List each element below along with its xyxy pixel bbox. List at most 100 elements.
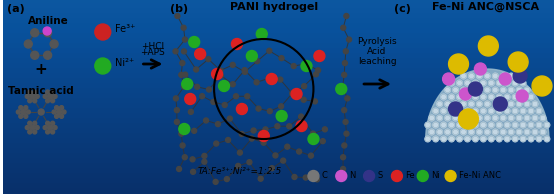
Circle shape bbox=[194, 84, 199, 89]
Circle shape bbox=[273, 153, 278, 158]
Circle shape bbox=[308, 171, 319, 182]
Circle shape bbox=[235, 163, 240, 168]
Circle shape bbox=[263, 127, 268, 132]
Circle shape bbox=[441, 122, 447, 128]
Circle shape bbox=[529, 122, 534, 128]
Circle shape bbox=[520, 122, 526, 128]
Circle shape bbox=[190, 157, 195, 162]
Circle shape bbox=[225, 138, 230, 142]
Circle shape bbox=[35, 94, 39, 98]
Circle shape bbox=[449, 54, 469, 74]
Circle shape bbox=[516, 101, 522, 107]
Circle shape bbox=[524, 87, 530, 93]
Circle shape bbox=[301, 84, 306, 89]
Circle shape bbox=[496, 136, 502, 142]
Circle shape bbox=[268, 109, 273, 114]
Text: N: N bbox=[349, 171, 356, 180]
Circle shape bbox=[500, 101, 506, 107]
Circle shape bbox=[301, 61, 312, 72]
Circle shape bbox=[344, 14, 349, 18]
Text: leaching: leaching bbox=[358, 57, 396, 66]
Circle shape bbox=[469, 87, 474, 93]
Circle shape bbox=[493, 73, 498, 79]
Circle shape bbox=[173, 49, 178, 54]
Circle shape bbox=[290, 91, 295, 96]
Circle shape bbox=[212, 68, 223, 80]
Circle shape bbox=[433, 136, 438, 142]
Circle shape bbox=[473, 136, 478, 142]
Circle shape bbox=[489, 108, 494, 114]
Circle shape bbox=[341, 155, 346, 160]
Circle shape bbox=[529, 108, 534, 114]
Circle shape bbox=[485, 115, 490, 121]
Circle shape bbox=[33, 121, 37, 125]
Circle shape bbox=[459, 109, 479, 129]
Circle shape bbox=[314, 50, 325, 61]
Circle shape bbox=[182, 155, 187, 160]
Circle shape bbox=[203, 118, 208, 123]
Circle shape bbox=[279, 104, 284, 109]
Circle shape bbox=[513, 69, 527, 83]
Circle shape bbox=[489, 136, 494, 142]
Circle shape bbox=[194, 67, 199, 72]
Circle shape bbox=[52, 110, 56, 114]
Circle shape bbox=[512, 108, 518, 114]
Circle shape bbox=[343, 120, 348, 124]
Circle shape bbox=[304, 61, 309, 66]
Circle shape bbox=[425, 136, 430, 142]
Circle shape bbox=[320, 139, 325, 144]
Circle shape bbox=[342, 61, 347, 66]
Circle shape bbox=[254, 80, 259, 85]
Circle shape bbox=[28, 90, 32, 94]
Circle shape bbox=[43, 94, 47, 98]
Circle shape bbox=[60, 114, 64, 118]
Circle shape bbox=[16, 110, 20, 114]
Circle shape bbox=[45, 90, 50, 94]
Circle shape bbox=[496, 108, 502, 114]
Circle shape bbox=[449, 102, 463, 116]
Circle shape bbox=[261, 140, 266, 145]
Circle shape bbox=[24, 40, 32, 48]
Text: Pyrolysis: Pyrolysis bbox=[357, 37, 397, 46]
Circle shape bbox=[258, 176, 263, 181]
Circle shape bbox=[516, 90, 528, 102]
Circle shape bbox=[247, 160, 252, 165]
Circle shape bbox=[516, 129, 522, 135]
Circle shape bbox=[173, 96, 178, 101]
Circle shape bbox=[230, 82, 235, 87]
Circle shape bbox=[445, 101, 450, 107]
Circle shape bbox=[245, 94, 250, 99]
Circle shape bbox=[500, 129, 506, 135]
Circle shape bbox=[266, 76, 271, 81]
Circle shape bbox=[45, 99, 50, 103]
Circle shape bbox=[258, 131, 269, 141]
Circle shape bbox=[50, 121, 55, 125]
Circle shape bbox=[516, 115, 522, 121]
Circle shape bbox=[239, 132, 244, 137]
Circle shape bbox=[278, 77, 283, 82]
Circle shape bbox=[417, 171, 428, 182]
Circle shape bbox=[496, 94, 502, 100]
Circle shape bbox=[183, 72, 188, 77]
Circle shape bbox=[57, 109, 61, 114]
Polygon shape bbox=[425, 69, 549, 139]
Circle shape bbox=[500, 73, 506, 79]
Circle shape bbox=[188, 109, 193, 114]
Circle shape bbox=[437, 101, 443, 107]
Circle shape bbox=[461, 129, 466, 135]
Circle shape bbox=[469, 82, 483, 96]
Circle shape bbox=[509, 87, 514, 93]
Circle shape bbox=[449, 122, 454, 128]
Circle shape bbox=[529, 136, 534, 142]
Circle shape bbox=[194, 48, 206, 60]
Circle shape bbox=[33, 99, 37, 103]
Circle shape bbox=[453, 101, 458, 107]
Circle shape bbox=[512, 80, 518, 86]
Text: Ni: Ni bbox=[430, 171, 439, 180]
Circle shape bbox=[48, 125, 53, 130]
Circle shape bbox=[476, 129, 482, 135]
Circle shape bbox=[316, 68, 321, 73]
Circle shape bbox=[485, 129, 490, 135]
Circle shape bbox=[544, 136, 550, 142]
Circle shape bbox=[301, 97, 306, 102]
